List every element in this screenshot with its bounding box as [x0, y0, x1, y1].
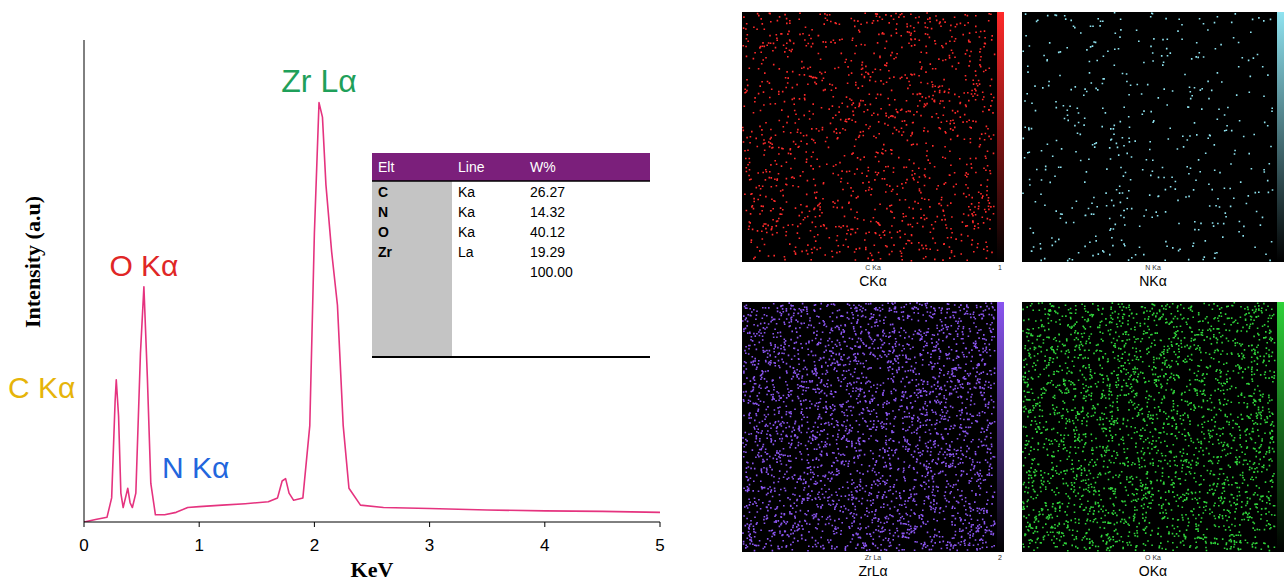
spectrum-line: [84, 103, 660, 522]
element-map: Zr La 2 ZrLα: [742, 302, 1004, 579]
table-rule: [372, 356, 650, 358]
map-background: [742, 302, 1004, 552]
table-cell: 26.27: [530, 184, 565, 200]
map-scale-label: 2: [998, 554, 1002, 561]
peak-label: Zr Lα: [281, 63, 356, 99]
peak-label: C Kα: [8, 371, 75, 404]
table-header-bg: [372, 153, 650, 181]
x-tick: [660, 522, 661, 527]
map-texture: [742, 302, 996, 551]
map-label: C Ka: [865, 264, 881, 271]
element-map: C Ka 1 CKα: [742, 12, 1004, 289]
table-cell: N: [378, 204, 388, 220]
table-cell: 14.32: [530, 204, 565, 220]
table-cell: 40.12: [530, 224, 565, 240]
map-label: O Ka: [1145, 554, 1161, 561]
map-texture: [1022, 12, 1273, 261]
table-rule: [372, 180, 650, 182]
map-colorbar: [1277, 12, 1284, 262]
map-background: [1022, 12, 1284, 262]
element-map: O Ka OKα: [1022, 302, 1284, 579]
table-header: Line: [458, 159, 485, 175]
table-cell: Ka: [458, 224, 475, 240]
y-axis-title: Intensity (a.u): [20, 196, 45, 328]
map-texture: [1022, 302, 1275, 552]
map-colorbar: [997, 12, 1004, 262]
x-axis: [84, 522, 660, 523]
canvas-root: 0 1 2 3 4 5 KeV Intensity (a.u) C Kα N Kα O Kα Zr L…: [0, 0, 1288, 584]
peak-label: O Kα: [109, 249, 178, 282]
map-colorbar: [997, 302, 1004, 552]
x-tick-label: 1: [194, 536, 203, 555]
element-map: N Ka NKα: [1022, 12, 1284, 289]
map-caption: CKα: [859, 273, 887, 289]
table-header: Elt: [378, 159, 394, 175]
map-scale-label: 1: [998, 264, 1002, 271]
x-tick-label: 2: [310, 536, 319, 555]
map-texture: [742, 12, 995, 261]
map-caption: ZrLα: [858, 563, 887, 579]
map-caption: OKα: [1139, 563, 1167, 579]
map-caption: NKα: [1139, 273, 1167, 289]
peak-label: N Kα: [162, 451, 229, 484]
table-cell: O: [378, 224, 389, 240]
x-tick: [429, 522, 430, 527]
x-tick-label: 5: [655, 536, 664, 555]
table-cell: Ka: [458, 184, 475, 200]
table-cell: 19.29: [530, 244, 565, 260]
x-tick-label: 3: [425, 536, 434, 555]
y-axis: [84, 40, 85, 522]
table-cell: La: [458, 244, 474, 260]
map-colorbar: [1277, 302, 1284, 552]
map-background: [742, 12, 1004, 262]
table-cell: C: [378, 184, 388, 200]
x-tick-label: 0: [79, 536, 88, 555]
plot-area: [84, 103, 660, 522]
table-cell: Ka: [458, 204, 475, 220]
x-tick: [199, 522, 200, 527]
map-background: [1022, 302, 1284, 552]
map-label: Zr La: [865, 554, 881, 561]
x-tick-label: 4: [540, 536, 549, 555]
x-tick: [84, 522, 85, 527]
table-first-column-bg: [372, 181, 452, 357]
x-tick: [544, 522, 545, 527]
x-axis-title: KeV: [351, 557, 394, 582]
table-total: 100.00: [530, 264, 573, 280]
x-tick: [314, 522, 315, 527]
map-label: N Ka: [1145, 264, 1161, 271]
table-header: W%: [530, 159, 556, 175]
table-cell: Zr: [378, 244, 393, 260]
